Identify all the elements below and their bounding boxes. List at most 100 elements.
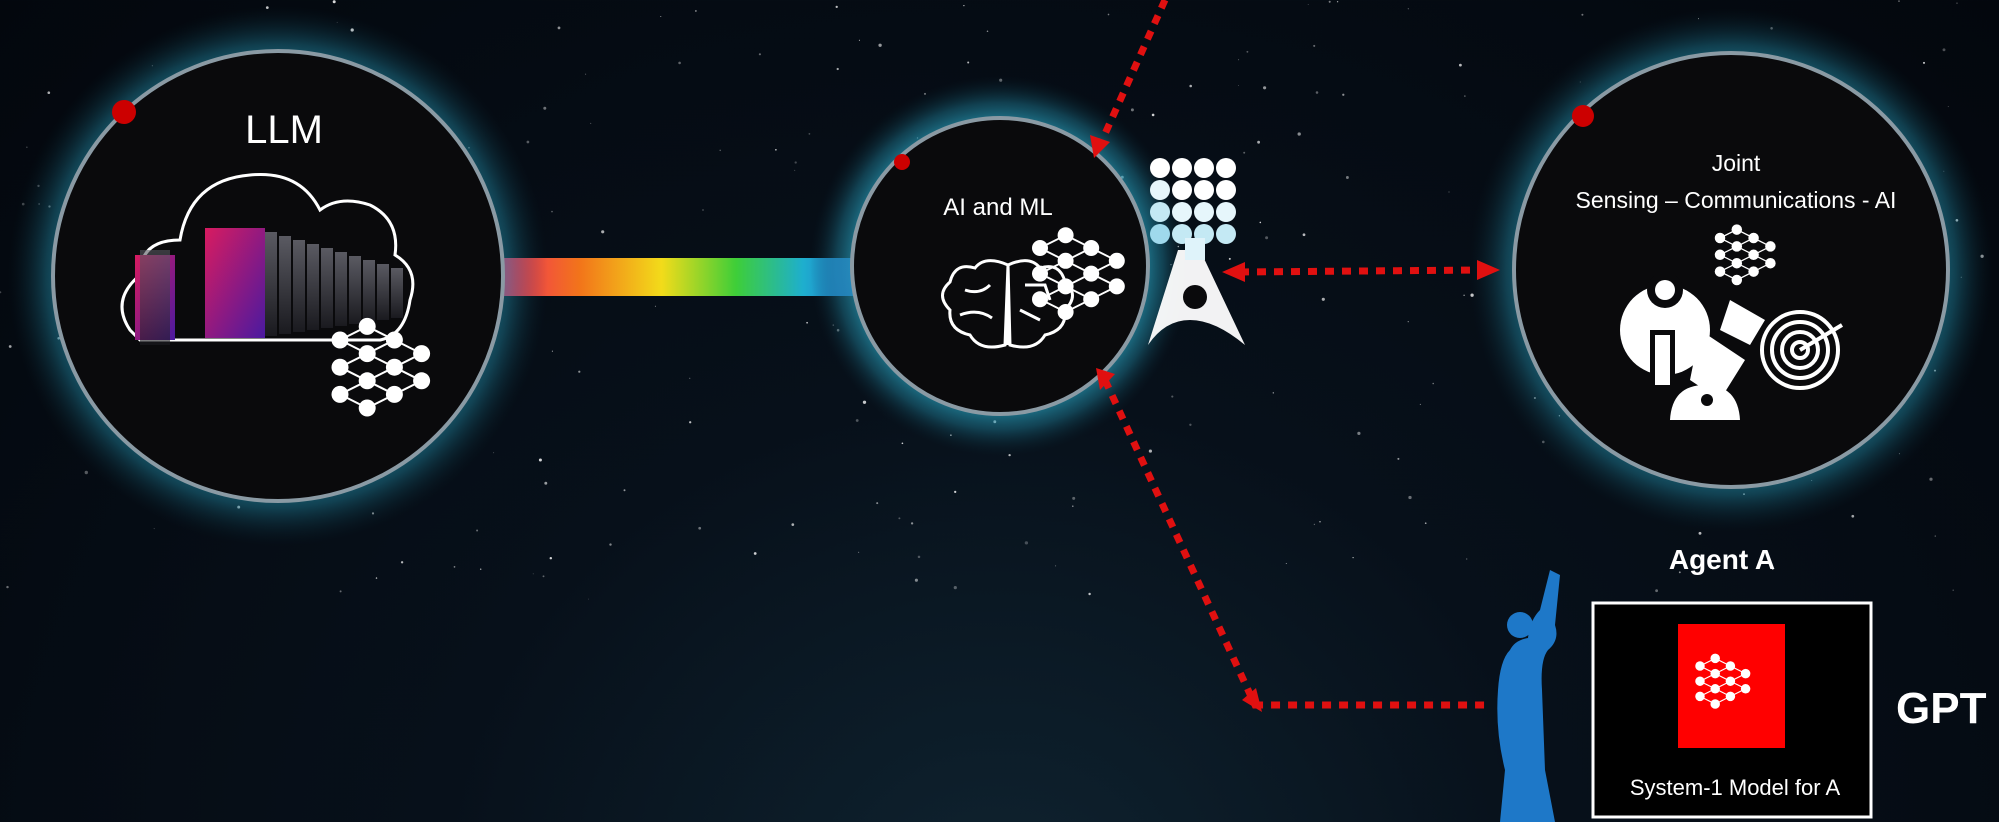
agent-model-box [1678,624,1785,748]
star [1432,382,1434,385]
star [1419,403,1421,405]
tower-grid-dot [1216,202,1236,222]
star [375,577,378,579]
star [1336,1,1339,3]
arrowhead [1477,260,1500,280]
star [1581,13,1584,16]
star [400,561,404,564]
star [1315,91,1319,94]
star [1342,93,1345,96]
joint-label-line1: Joint [1711,150,1761,176]
star [551,350,553,352]
star [549,556,553,560]
agent-box [1591,601,1873,819]
star [1464,95,1466,97]
star [1088,592,1091,596]
star [1345,176,1349,179]
star [26,146,28,148]
star [601,230,605,234]
star [153,528,155,530]
joint-marker-dot [1572,105,1594,127]
star [695,10,697,12]
star [1265,236,1269,240]
star [967,61,970,64]
star [954,490,957,494]
star [332,0,336,4]
star [1463,294,1465,296]
tower-grid-dot [1172,202,1192,222]
star [794,169,796,171]
star [542,575,545,578]
star [551,210,553,213]
star [1171,395,1174,398]
star [1285,562,1287,565]
tower-to-joint-link [1239,266,1483,276]
star [1771,567,1774,570]
star [835,5,838,9]
star [588,598,590,600]
star [1898,0,1900,2]
star [1934,535,1937,537]
star [698,526,702,530]
joint-label-line2: Sensing – Communications - AI [1575,187,1897,213]
tower-grid-dot [1150,224,1170,244]
tower-grid-dot [1216,224,1236,244]
star [1408,495,1412,500]
tower-grid-dot [1194,180,1214,200]
star [1448,191,1450,193]
star [963,4,965,7]
star [479,568,482,570]
llm-to-aiml-link [498,258,870,296]
tower-grid-dot [1172,158,1192,178]
star [986,30,989,32]
star [1189,423,1192,426]
star [1246,50,1249,53]
star [689,377,691,379]
star [910,522,914,525]
star [339,590,342,593]
star [578,370,581,373]
star [1357,431,1361,435]
tower-grid-dot [1194,202,1214,222]
star [476,529,479,532]
aiml-label: AI and ML [943,194,1053,221]
star [1107,13,1110,16]
star [585,73,587,75]
tower-grid-dot [1150,158,1170,178]
arrowhead [1090,135,1110,158]
star [1352,556,1354,559]
star [660,16,662,17]
star [1698,531,1702,535]
star [609,543,612,546]
llm-label: LLM [245,108,323,152]
star [1263,86,1267,90]
star [836,67,839,71]
star [1228,257,1231,260]
star [1024,541,1029,545]
star [493,452,495,454]
star [1297,132,1301,136]
star [1942,48,1946,52]
star [1922,61,1926,64]
star [1072,505,1074,507]
sensing-radar-icon [1620,272,1844,420]
star [791,523,795,526]
star [6,585,9,589]
star [901,442,904,445]
star [1130,108,1134,112]
star [858,39,860,41]
star [1655,589,1658,593]
star [0,291,2,294]
tower-grid-dot [1150,202,1170,222]
star [1851,514,1855,518]
star [1328,0,1331,3]
star [1313,523,1316,526]
star [1678,571,1681,574]
star [1151,113,1155,117]
star [538,458,542,462]
tower-grid-dot [1172,180,1192,200]
star [1947,106,1949,108]
star [753,552,757,555]
star [1466,558,1468,560]
star [623,489,626,492]
